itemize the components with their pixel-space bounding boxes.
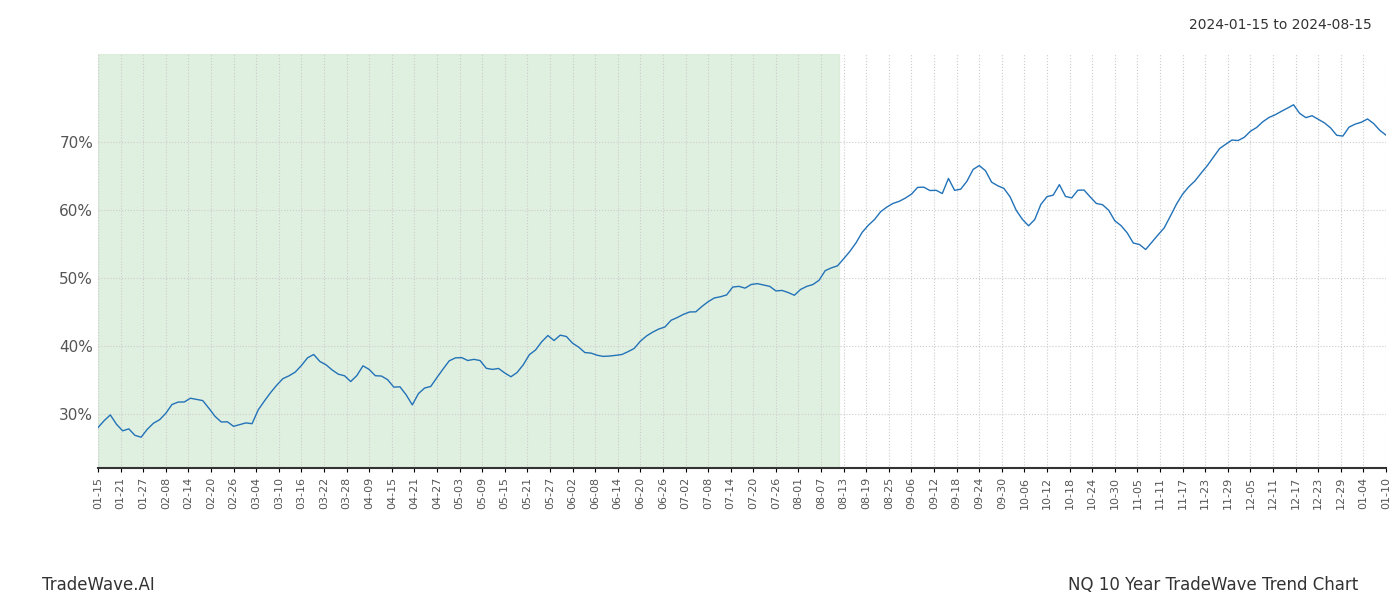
Text: 2024-01-15 to 2024-08-15: 2024-01-15 to 2024-08-15 bbox=[1189, 18, 1372, 32]
Text: NQ 10 Year TradeWave Trend Chart: NQ 10 Year TradeWave Trend Chart bbox=[1068, 576, 1358, 594]
Bar bbox=[98, 54, 839, 468]
Text: TradeWave.AI: TradeWave.AI bbox=[42, 576, 155, 594]
